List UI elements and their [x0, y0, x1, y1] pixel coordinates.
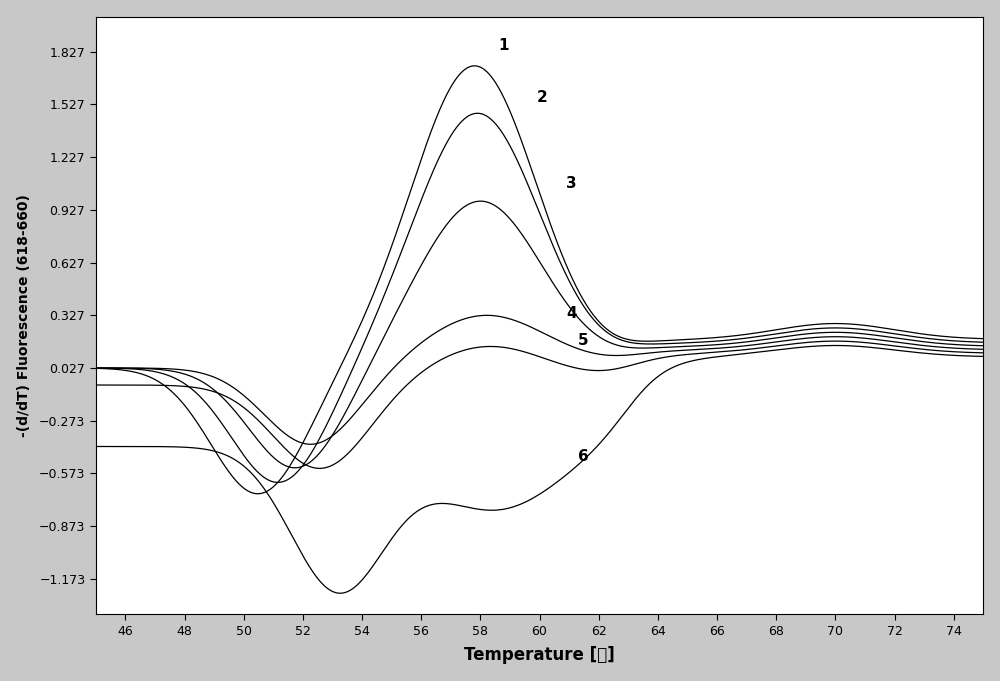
- X-axis label: Temperature [摄]: Temperature [摄]: [464, 646, 615, 665]
- Text: 4: 4: [566, 306, 577, 321]
- Y-axis label: -(d/dT) Fluorescence (618-660): -(d/dT) Fluorescence (618-660): [17, 194, 31, 437]
- Text: 1: 1: [498, 37, 509, 52]
- Text: 5: 5: [578, 332, 589, 347]
- Text: 6: 6: [578, 449, 589, 464]
- Text: 3: 3: [566, 176, 577, 191]
- Text: 2: 2: [537, 90, 547, 105]
